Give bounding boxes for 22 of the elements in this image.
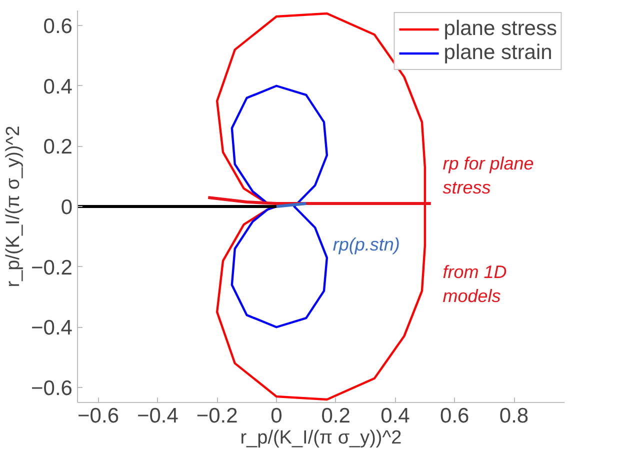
legend-label: plane strain	[444, 41, 552, 65]
x-tick-label: −0.6	[78, 404, 120, 428]
annotation: rp(p.stn)	[332, 234, 400, 255]
y-tick-label: 0	[60, 196, 73, 219]
x-tick-label: −0.4	[136, 404, 179, 428]
x-tick-label: 0.4	[380, 404, 410, 428]
y-tick-label: 0.4	[43, 75, 73, 98]
y-tick-label: −0.6	[31, 376, 73, 400]
y-tick-label: 0.6	[43, 15, 73, 38]
annotation: rp for plane stress	[442, 153, 534, 198]
y-tick-label: −0.4	[31, 316, 73, 340]
x-tick-label: −0.2	[196, 404, 238, 428]
annotation: from 1D models	[442, 262, 507, 306]
x-tick-label: 0.8	[499, 404, 529, 428]
x-tick-label: 0	[270, 404, 282, 428]
x-tick-label: 0.6	[440, 404, 470, 428]
x-tick-label: 0.2	[321, 404, 350, 428]
y-axis-title: r_p/(K_I/(π σ_y))^2	[3, 126, 24, 288]
y-tick-label: 0.2	[43, 136, 73, 159]
legend-label: plane stress	[444, 17, 557, 41]
y-tick-label: −0.2	[31, 256, 73, 280]
x-axis-title: r_p/(K_I/(π σ_y))^2	[240, 428, 402, 448]
